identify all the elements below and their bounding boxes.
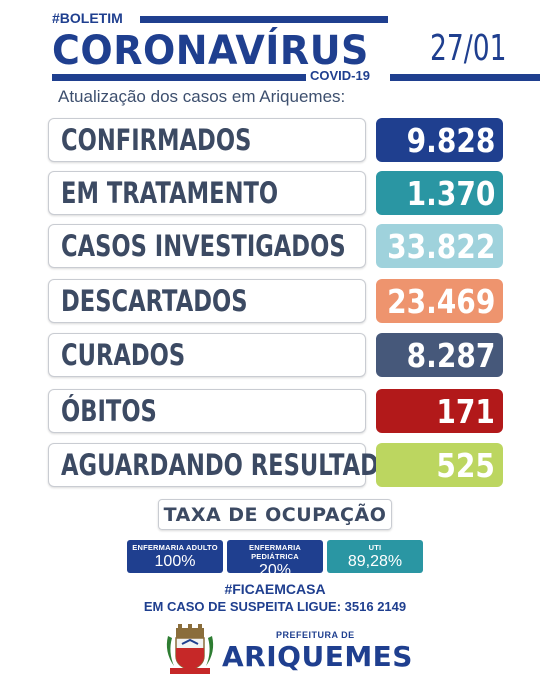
row-value-text: 171	[436, 392, 495, 431]
occupancy-value: 100%	[154, 553, 196, 570]
city-crest-icon	[166, 624, 214, 674]
header-rule-right	[390, 74, 540, 81]
row-label-text: ÓBITOS	[61, 394, 157, 428]
row-value-confirmados: 9.828	[376, 118, 503, 162]
hashtag: #FICAEMCASA	[224, 581, 326, 597]
row-value-casos-investigados: 33.822	[376, 224, 503, 268]
occupancy-uti: UTI 89,28%	[327, 540, 423, 573]
occupancy-label: ENFERMARIA PEDIÁTRICA	[249, 543, 301, 561]
header-rule-bottom	[52, 74, 306, 81]
row-value-descartados: 23.469	[376, 279, 503, 323]
page-title: CORONAVÍRUS	[52, 27, 369, 74]
row-label-confirmados: CONFIRMADOS	[48, 118, 366, 162]
occupancy-enfermaria-pediatrica: ENFERMARIA PEDIÁTRICA 20%	[227, 540, 323, 579]
occupancy-label: UTI	[368, 543, 382, 552]
row-label-obitos: ÓBITOS	[48, 389, 366, 433]
subtitle: Atualização dos casos em Ariquemes:	[58, 87, 346, 106]
row-value-text: 9.828	[406, 121, 495, 160]
occupancy-title: TAXA DE OCUPAÇÃO	[163, 504, 387, 526]
city-name: ARIQUEMES	[222, 640, 413, 673]
report-date: 27/01	[430, 28, 507, 69]
row-value-text: 8.287	[406, 336, 495, 375]
row-label-text: CURADOS	[61, 338, 186, 372]
row-label-text: CONFIRMADOS	[61, 123, 252, 157]
occupancy-value: 20%	[258, 562, 292, 579]
row-value-text: 1.370	[406, 174, 495, 213]
row-label-curados: CURADOS	[48, 333, 366, 377]
occupancy-enfermaria-adulto: ENFERMARIA ADULTO 100%	[127, 540, 223, 573]
row-label-descartados: DESCARTADOS	[48, 279, 366, 323]
row-label-em-tratamento: EM TRATAMENTO	[48, 171, 366, 215]
row-label-text: DESCARTADOS	[61, 284, 248, 318]
row-label-text: EM TRATAMENTO	[61, 176, 279, 210]
contact-phone: EM CASO DE SUSPEITA LIGUE: 3516 2149	[143, 599, 407, 614]
occupancy-title-box: TAXA DE OCUPAÇÃO	[158, 499, 392, 530]
row-value-text: 525	[436, 446, 495, 485]
occupancy-value: 89,28%	[347, 553, 403, 570]
occupancy-label: ENFERMARIA ADULTO	[132, 543, 218, 552]
row-label-aguardando-resultado: AGUARDANDO RESULTADO	[48, 443, 398, 487]
header-rule-top	[140, 16, 388, 23]
covid-label: COVID-19	[310, 68, 370, 83]
row-label-casos-investigados: CASOS INVESTIGADOS	[48, 224, 366, 268]
boletim-label: #BOLETIM	[52, 10, 123, 26]
row-label-text: AGUARDANDO RESULTADO	[61, 448, 399, 482]
row-value-text: 23.469	[386, 282, 495, 321]
row-value-em-tratamento: 1.370	[376, 171, 503, 215]
row-value-aguardando-resultado: 525	[376, 443, 503, 487]
row-value-curados: 8.287	[376, 333, 503, 377]
row-value-text: 33.822	[386, 227, 495, 266]
prefeitura-label: PREFEITURA DE	[276, 630, 355, 640]
row-value-obitos: 171	[376, 389, 503, 433]
row-label-text: CASOS INVESTIGADOS	[61, 229, 346, 263]
